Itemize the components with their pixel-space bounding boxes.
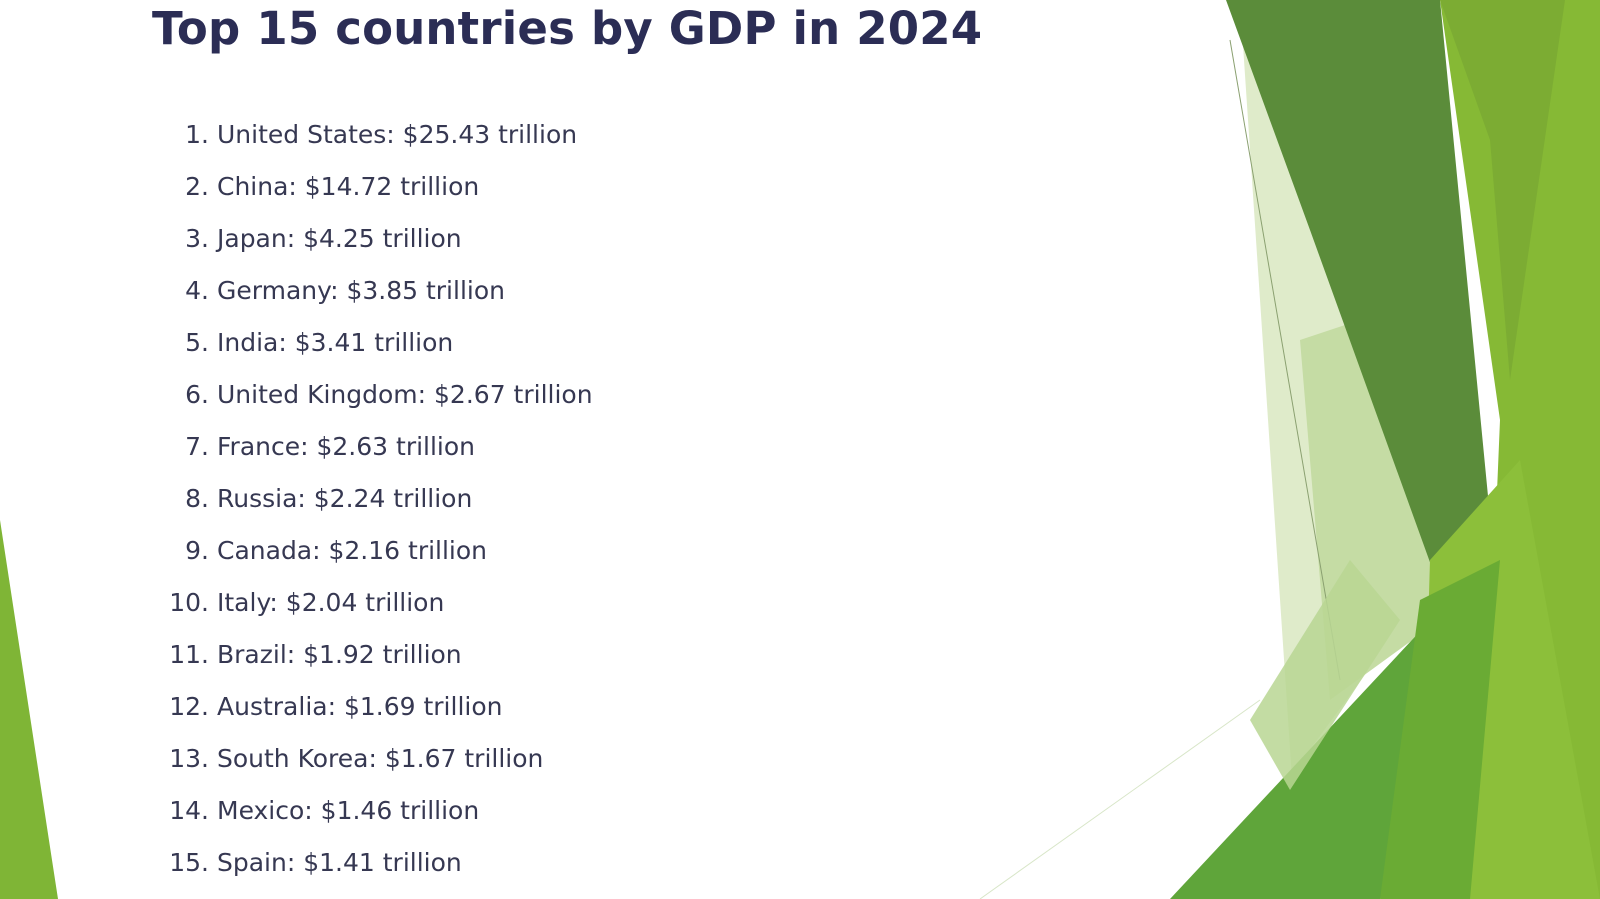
rank-number: 7. [185, 431, 209, 461]
list-item: 8. Russia: $2.24 trillion [0, 472, 593, 524]
list-item: 12. Australia: $1.69 trillion [0, 680, 593, 732]
gdp-ranking-list: 1. United States: $25.43 trillion 2. China… [0, 108, 593, 888]
country-gdp-text: United Kingdom: $2.67 trillion [217, 379, 593, 409]
country-gdp-text: France: $2.63 trillion [217, 431, 476, 461]
list-item: 11. Brazil: $1.92 trillion [0, 628, 593, 680]
country-gdp-text: Mexico: $1.46 trillion [217, 795, 480, 825]
rank-number: 4. [185, 275, 209, 305]
thin-diagonal-line [1229, 39, 1341, 681]
country-gdp-text: Japan: $4.25 trillion [217, 223, 462, 253]
left-green-shape [0, 520, 58, 899]
list-item: 15. Spain: $1.41 trillion [0, 836, 593, 888]
list-item: 14. Mexico: $1.46 trillion [0, 784, 593, 836]
list-item: 10. Italy: $2.04 trillion [0, 576, 593, 628]
country-gdp-text: Brazil: $1.92 trillion [217, 639, 462, 669]
rank-number: 2. [185, 171, 209, 201]
bottom-mid-wedge [1380, 560, 1500, 899]
rank-number: 11. [169, 639, 209, 669]
rank-number: 1. [185, 119, 209, 149]
rank-number: 12. [169, 691, 209, 721]
rank-number: 6. [185, 379, 209, 409]
list-item: 9. Canada: $2.16 trillion [0, 524, 593, 576]
country-gdp-text: South Korea: $1.67 trillion [217, 743, 544, 773]
list-item: 13. South Korea: $1.67 trillion [0, 732, 593, 784]
rank-number: 10. [169, 587, 209, 617]
dark-green-band [1226, 0, 1500, 620]
country-gdp-text: Germany: $3.85 trillion [217, 275, 505, 305]
thin-bottom-line [979, 699, 1261, 899]
rank-number: 5. [185, 327, 209, 357]
country-gdp-text: United States: $25.43 trillion [217, 119, 578, 149]
country-gdp-text: India: $3.41 trillion [217, 327, 454, 357]
country-gdp-text: Australia: $1.69 trillion [217, 691, 503, 721]
rank-number: 15. [169, 847, 209, 877]
light-green-top [1440, 0, 1565, 380]
bottom-green-wedge [1170, 610, 1460, 899]
rank-number: 9. [185, 535, 209, 565]
rank-number: 13. [169, 743, 209, 773]
rank-number: 14. [169, 795, 209, 825]
country-gdp-text: Russia: $2.24 trillion [217, 483, 473, 513]
rank-number: 8. [185, 483, 209, 513]
pale-inner-wedge [1250, 560, 1400, 790]
country-gdp-text: China: $14.72 trillion [217, 171, 480, 201]
list-item: 4. Germany: $3.85 trillion [0, 264, 593, 316]
list-item: 1. United States: $25.43 trillion [0, 108, 593, 160]
list-item: 2. China: $14.72 trillion [0, 160, 593, 212]
slide-title: Top 15 countries by GDP in 2024 [152, 2, 983, 55]
rank-number: 3. [185, 223, 209, 253]
country-gdp-text: Spain: $1.41 trillion [217, 847, 462, 877]
list-item: 5. India: $3.41 trillion [0, 316, 593, 368]
list-item: 7. France: $2.63 trillion [0, 420, 593, 472]
list-item: 3. Japan: $4.25 trillion [0, 212, 593, 264]
bright-green-band [1440, 0, 1600, 899]
country-gdp-text: Italy: $2.04 trillion [217, 587, 445, 617]
country-gdp-text: Canada: $2.16 trillion [217, 535, 488, 565]
list-item: 6. United Kingdom: $2.67 trillion [0, 368, 593, 420]
